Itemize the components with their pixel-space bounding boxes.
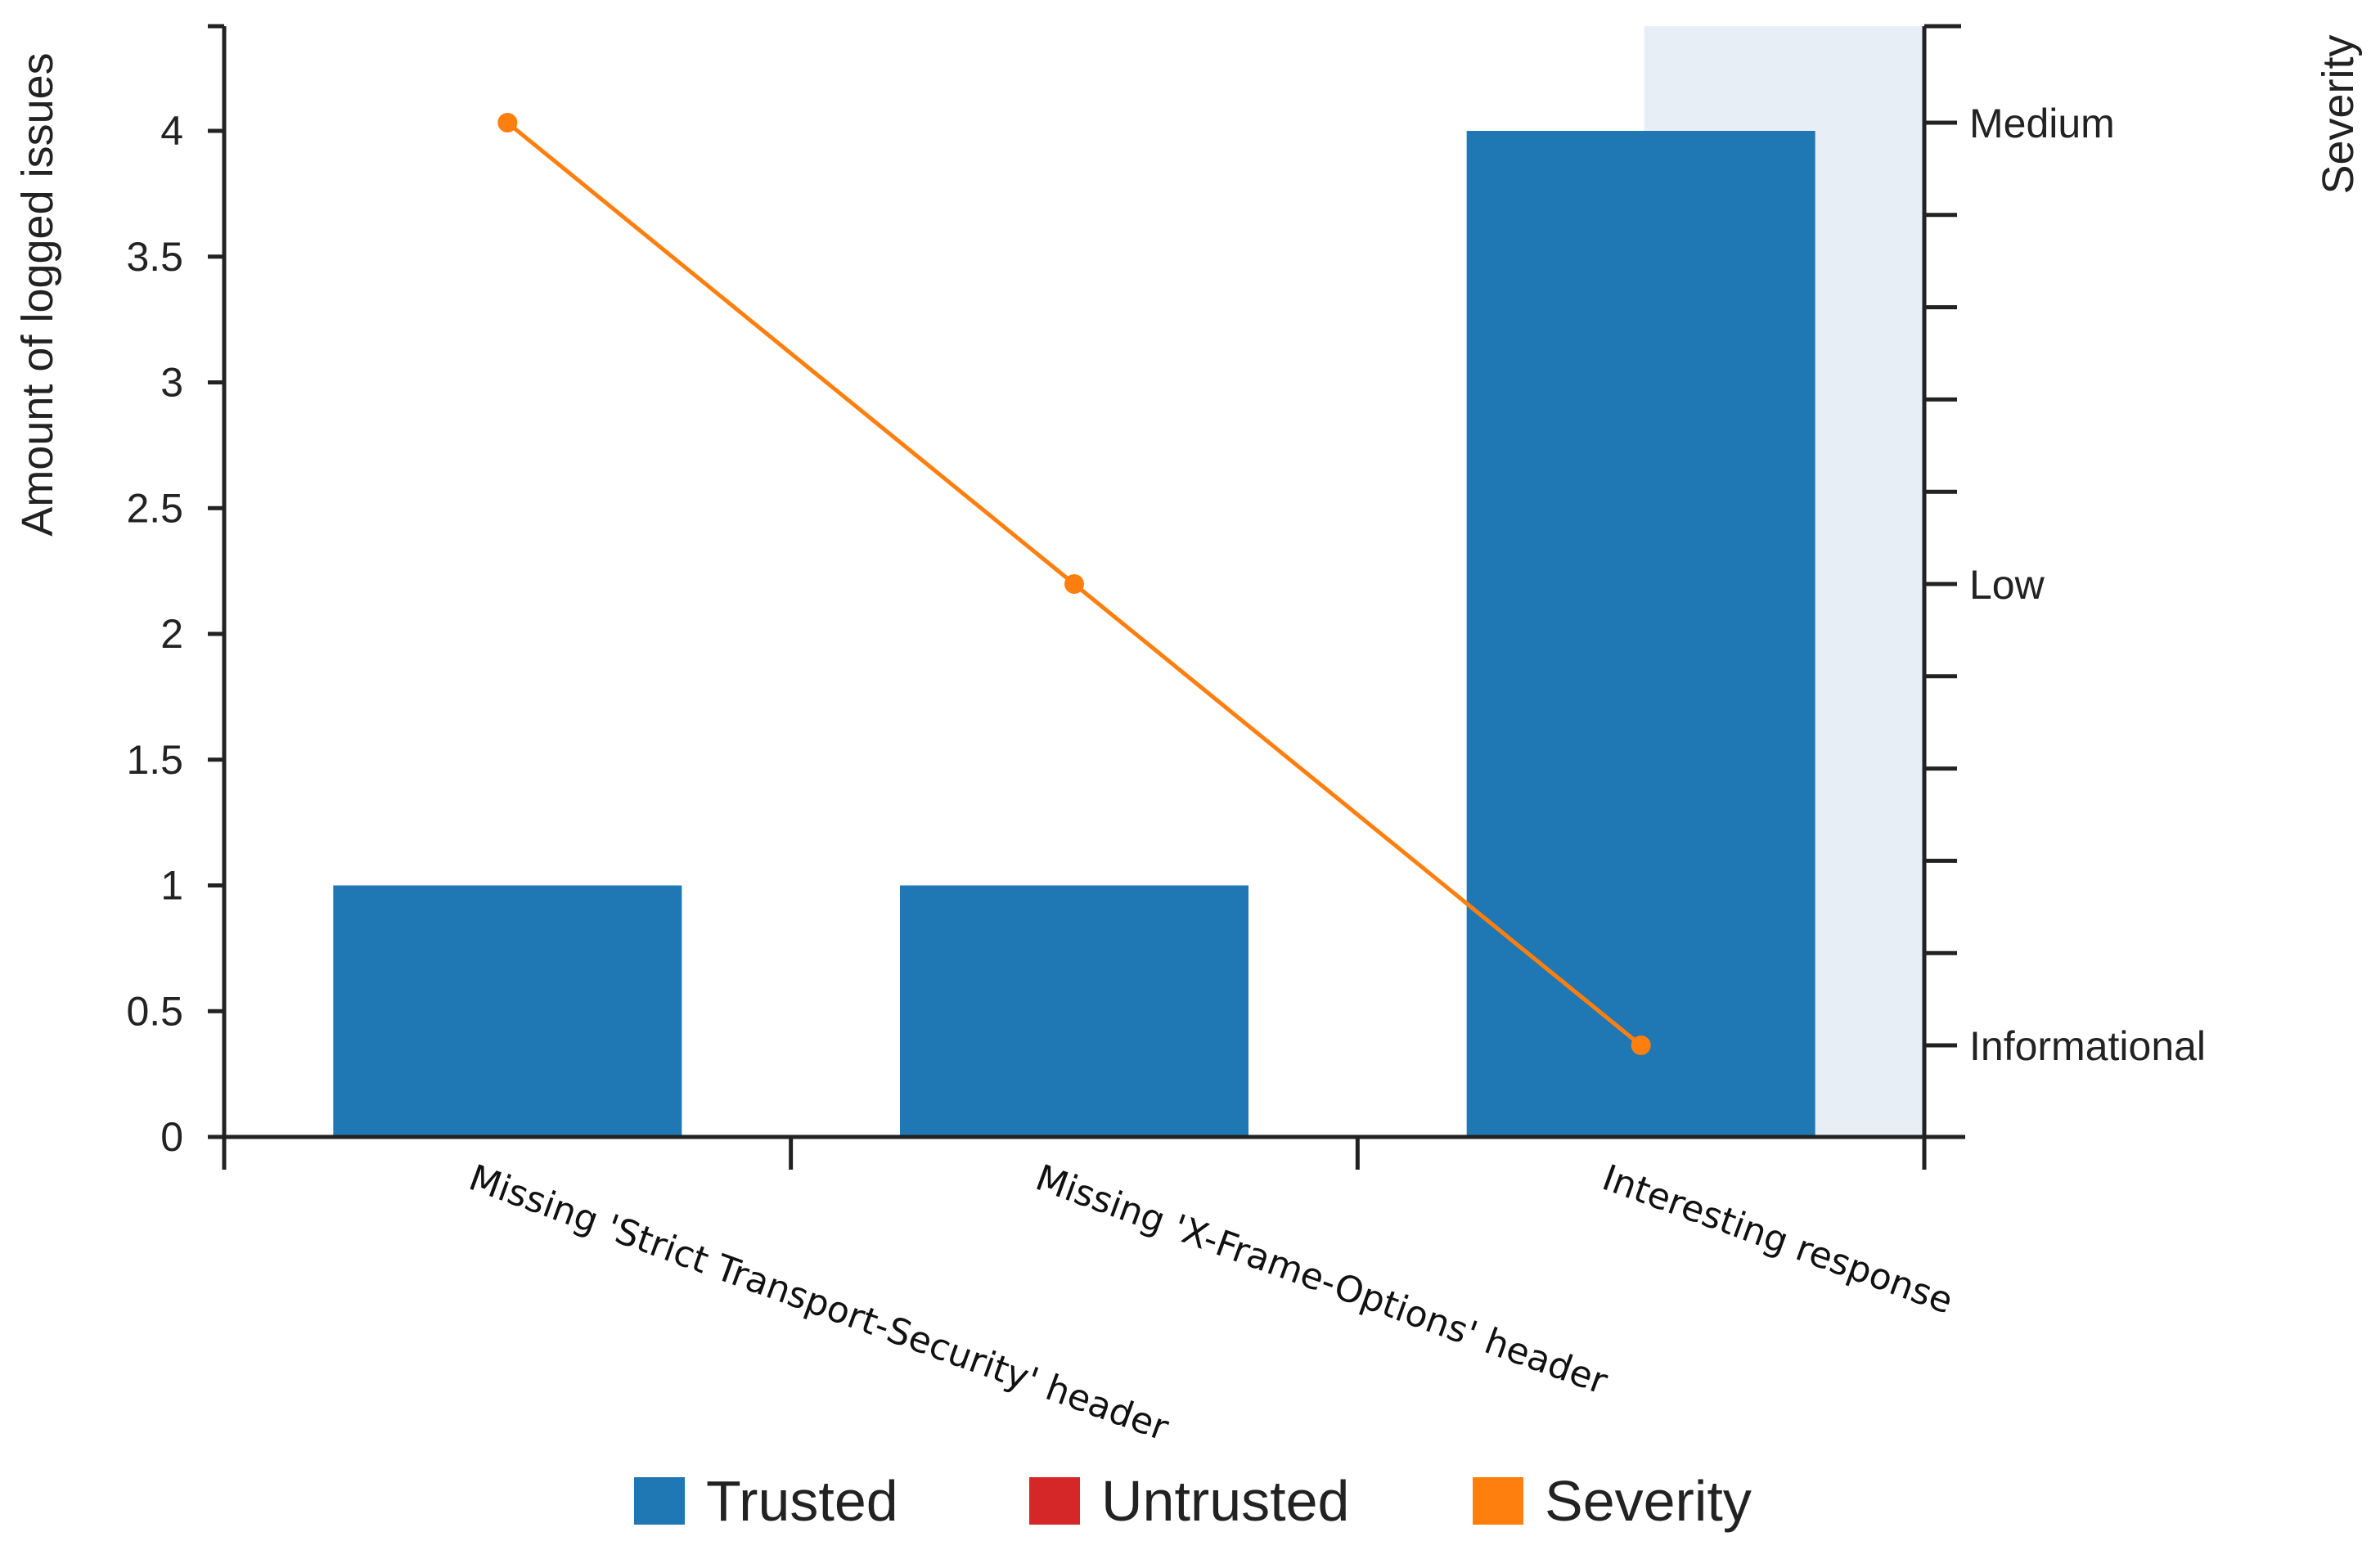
y-tick-label: 4 [160,108,183,154]
y-tick-label: 3.5 [126,234,183,280]
y-tick-label: 1.5 [126,737,183,783]
bar-trusted-0 [333,885,682,1137]
legend-swatch-trusted [634,1477,685,1525]
x-category-label: Interesting response [1597,1157,1959,1322]
x-category-label: Missing 'X-Frame-Options' header [1030,1157,1613,1403]
y-tick-label: 0 [160,1114,183,1160]
bar-trusted-2 [1466,131,1815,1137]
severity-line-group [497,113,1651,1055]
y-tick-label: 1 [160,863,183,909]
y-tick-label: 2 [160,611,183,657]
legend-label-trusted: Trusted [706,1469,898,1533]
y-tick-label: 3 [160,360,183,406]
y2-tick-label: Medium [1969,101,2115,146]
severity-point-0 [497,113,518,133]
legend-swatch-untrusted [1029,1477,1080,1525]
y2-tick-label: Low [1969,562,2045,608]
y2-axis-title: Severity [2314,34,2363,194]
legend: Trusted Untrusted Severity [634,1469,1752,1533]
bar-trusted-1 [900,885,1248,1137]
y-axis-title: Amount of logged issues [13,52,62,536]
severity-point-1 [1064,574,1084,594]
legend-label-severity: Severity [1545,1469,1752,1533]
y-tick-label: 2.5 [126,485,183,531]
y-tick-label: 0.5 [126,988,183,1034]
y2-tick-label: Informational [1969,1023,2206,1069]
legend-label-untrusted: Untrusted [1101,1469,1349,1533]
bars-group [333,131,1815,1137]
legend-swatch-severity [1473,1477,1523,1525]
severity-point-2 [1631,1036,1651,1055]
